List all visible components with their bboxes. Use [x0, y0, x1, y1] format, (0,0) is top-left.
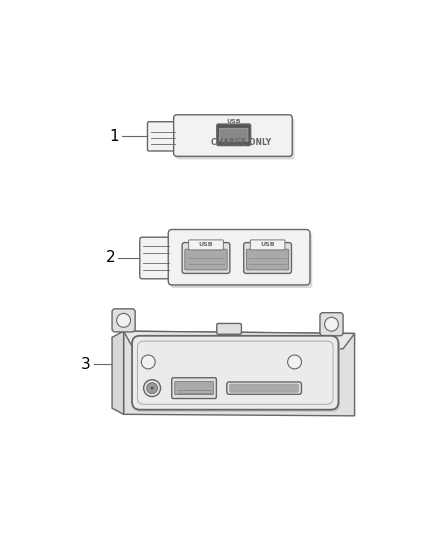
FancyBboxPatch shape [244, 243, 291, 273]
FancyBboxPatch shape [140, 237, 172, 279]
FancyBboxPatch shape [112, 309, 135, 332]
FancyBboxPatch shape [172, 378, 216, 399]
FancyBboxPatch shape [217, 324, 241, 334]
Text: USB: USB [199, 243, 213, 247]
Text: USB: USB [260, 243, 275, 247]
Text: CHARGE ONLY: CHARGE ONLY [211, 138, 271, 147]
FancyBboxPatch shape [132, 336, 339, 410]
Text: 1: 1 [110, 129, 119, 144]
Circle shape [288, 355, 301, 369]
FancyBboxPatch shape [170, 232, 312, 288]
FancyBboxPatch shape [185, 249, 227, 270]
FancyBboxPatch shape [230, 384, 299, 392]
FancyBboxPatch shape [182, 243, 230, 273]
FancyBboxPatch shape [189, 240, 223, 250]
Text: USB: USB [226, 119, 241, 124]
Circle shape [117, 313, 131, 327]
FancyBboxPatch shape [168, 230, 310, 285]
FancyBboxPatch shape [250, 240, 285, 250]
FancyBboxPatch shape [175, 382, 213, 394]
FancyBboxPatch shape [227, 382, 301, 394]
Polygon shape [112, 331, 124, 414]
FancyBboxPatch shape [176, 118, 294, 159]
Circle shape [141, 355, 155, 369]
FancyBboxPatch shape [134, 338, 340, 412]
Circle shape [325, 317, 339, 331]
FancyBboxPatch shape [320, 313, 343, 336]
Text: 2: 2 [106, 251, 115, 265]
Circle shape [151, 386, 154, 390]
FancyBboxPatch shape [219, 128, 248, 141]
FancyBboxPatch shape [148, 122, 178, 151]
Text: 3: 3 [81, 357, 91, 372]
FancyBboxPatch shape [173, 115, 292, 156]
Polygon shape [124, 331, 355, 416]
Polygon shape [124, 331, 355, 349]
Circle shape [147, 383, 158, 393]
Circle shape [144, 379, 161, 397]
FancyBboxPatch shape [137, 350, 160, 374]
FancyBboxPatch shape [283, 350, 306, 374]
FancyBboxPatch shape [247, 249, 289, 270]
FancyBboxPatch shape [217, 124, 251, 146]
